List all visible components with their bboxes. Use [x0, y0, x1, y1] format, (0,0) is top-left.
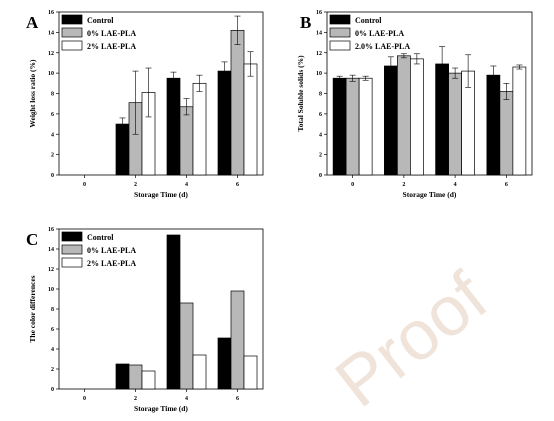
panel-b-y-tick-label: 14: [316, 30, 322, 36]
panel-b-y-tick-label: 6: [319, 112, 322, 118]
panel-c-legend-label-control: Control: [87, 233, 114, 242]
panel-a-bar-2-lae-pla-day-4: [192, 82, 207, 176]
panel-b-letter: B: [300, 13, 311, 32]
panel-c-bar-0-lae-pla-day-4: [179, 302, 194, 390]
panel-b-bar-control-day-2: [384, 65, 398, 176]
panel-c-bar-0-lae-pla-day-2: [128, 364, 143, 390]
panel-c-y-tick-label: 0: [51, 387, 54, 393]
panel-a-bar-2-lae-pla-day-6: [243, 63, 258, 176]
panel-b-x-tick-label: 2: [402, 182, 405, 188]
panel-b-bar-2-0-lae-pla-day-2: [410, 58, 424, 176]
panel-b-x-tick-label: 4: [454, 182, 457, 188]
panel-a-y-tick-label: 12: [48, 51, 54, 57]
panel-c-chart: C 0 2 4 6 8 10 12 14 16 0 2 4 6 Storage Time (d) The co…: [26, 227, 264, 413]
panel-c-legend-label-0-lae-pla: 0% LAE-PLA: [87, 246, 136, 255]
panel-c-letter: C: [26, 230, 38, 249]
panel-a-legend-label-2-lae-pla: 2% LAE-PLA: [87, 42, 136, 51]
panel-b-x-tick-label: 0: [351, 182, 354, 188]
panel-b-y-tick-label: 2: [319, 153, 322, 159]
panel-c-y-tick-label: 16: [48, 227, 54, 233]
panel-b-bar-control-day-6: [486, 74, 501, 176]
panel-c-bar-control-day-6: [217, 337, 232, 390]
panel-c-bar-0-lae-pla-day-6: [230, 290, 245, 390]
panel-b-bar-2-0-lae-pla-day-6: [512, 66, 527, 176]
panel-a-x-tick-label: 6: [236, 182, 239, 188]
panel-b-y-axis-label: Total Soluble solids (%): [296, 55, 305, 132]
panel-a-chart: A 0 2 4 6 8 10 12 14 16 0 2 4 6 Storage Time (d) Weight…: [26, 10, 264, 199]
panel-a-y-tick-label: 14: [48, 30, 54, 36]
panel-a-x-tick-label: 4: [185, 182, 188, 188]
panel-b-bar-0-lae-pla-day-4: [448, 72, 462, 176]
panel-b-y-tick-label: 8: [319, 92, 322, 98]
panel-c-bar-control-day-4: [166, 234, 181, 390]
panel-a-legend-label-0-lae-pla: 0% LAE-PLA: [87, 29, 136, 38]
panel-c-y-tick-label: 2: [51, 367, 54, 373]
panel-a-legend-swatch-0-lae-pla: [61, 27, 83, 38]
panel-a-y-tick-label: 10: [48, 71, 54, 77]
panel-c-bar-2-lae-pla-day-6: [243, 355, 258, 390]
panel-b-x-tick-label: 6: [505, 182, 508, 188]
panel-a-x-tick-label: 0: [83, 182, 86, 188]
panel-b-bar-2-0-lae-pla-day-0: [358, 77, 373, 176]
panel-c-y-tick-label: 10: [48, 287, 54, 293]
panel-c-bar-2-lae-pla-day-2: [141, 370, 156, 390]
panel-b-y-tick-label: 16: [316, 10, 322, 16]
panel-a-letter: A: [26, 13, 39, 32]
panel-c-y-tick-label: 14: [48, 247, 54, 253]
panel-b-y-tick-label: 0: [319, 173, 322, 179]
panel-c-bar-control-day-2: [115, 363, 130, 390]
panel-b-legend-label-control: Control: [355, 16, 382, 25]
panel-b-legend-swatch-0-lae-pla: [329, 27, 351, 38]
panel-b-legend-swatch-2-0-lae-pla: [329, 40, 351, 51]
panel-c-y-tick-label: 4: [51, 347, 54, 353]
panel-a-y-tick-label: 2: [51, 153, 54, 159]
panel-a-y-tick-label: 16: [48, 10, 54, 16]
panel-c-x-tick-label: 4: [185, 396, 188, 402]
panel-b-legend-label-2-0-lae-pla: 2.0% LAE-PLA: [355, 42, 410, 51]
panel-a-y-tick-label: 4: [51, 132, 54, 138]
panel-a-x-axis-label: Storage Time (d): [134, 190, 188, 199]
panel-b-x-axis-label: Storage Time (d): [403, 190, 457, 199]
panel-a-x-tick-label: 2: [134, 182, 137, 188]
panel-b-legend-label-0-lae-pla: 0% LAE-PLA: [355, 29, 404, 38]
panel-c-y-axis-label: The color differences: [28, 275, 37, 342]
panel-a-bar-0-lae-pla-day-4: [179, 106, 194, 176]
panel-b-bar-0-lae-pla-day-2: [397, 55, 411, 176]
panel-a-legend-label-control: Control: [87, 16, 114, 25]
panel-a-y-tick-label: 6: [51, 112, 54, 118]
panel-c-x-axis-label: Storage Time (d): [134, 404, 188, 413]
panel-c-y-tick-label: 12: [48, 267, 54, 273]
panel-c-x-tick-label: 0: [83, 396, 86, 402]
panel-b-chart: B 0 2 4 6 8 10 12 14 16 0 2 4 6 Storage Time (d) Total …: [296, 10, 533, 199]
panel-b-bar-0-lae-pla-day-0: [345, 77, 360, 176]
panel-b-y-tick-label: 12: [316, 51, 322, 57]
panel-a-y-axis-label: Weight loss ratio (%): [28, 59, 37, 128]
panel-c-y-tick-label: 6: [51, 327, 54, 333]
panel-b-bar-0-lae-pla-day-6: [499, 91, 514, 176]
panel-b-bar-control-day-0: [332, 77, 347, 176]
panel-c-legend-swatch-control: [61, 231, 83, 242]
panel-c-legend-label-2-lae-pla: 2% LAE-PLA: [87, 259, 136, 268]
panel-b-y-tick-label: 10: [316, 71, 322, 77]
panel-a-legend-swatch-control: [61, 14, 83, 25]
panel-b-y-tick-label: 4: [319, 132, 322, 138]
panel-c-x-tick-label: 6: [236, 396, 239, 402]
charts-group: A 0 2 4 6 8 10 12 14 16 0 2 4 6 Storage Time (d) Weight…: [26, 10, 533, 413]
panel-a-bar-control-day-2: [115, 123, 130, 176]
panel-c-bar-2-lae-pla-day-4: [192, 354, 207, 390]
panel-c-legend-swatch-0-lae-pla: [61, 244, 83, 255]
panel-c-y-tick-label: 8: [51, 307, 54, 313]
panel-a-legend-swatch-2-lae-pla: [61, 40, 83, 51]
panel-a-bar-control-day-6: [217, 70, 232, 176]
panel-a-y-tick-label: 8: [51, 92, 54, 98]
watermark-text: Proof: [321, 257, 501, 421]
panel-a-y-tick-label: 0: [51, 173, 54, 179]
panel-c-legend-swatch-2-lae-pla: [61, 257, 83, 268]
panel-a-bar-0-lae-pla-day-6: [230, 29, 245, 176]
panel-b-legend-swatch-control: [329, 14, 351, 25]
panel-c-x-tick-label: 2: [134, 396, 137, 402]
panel-a-bar-control-day-4: [166, 77, 181, 176]
